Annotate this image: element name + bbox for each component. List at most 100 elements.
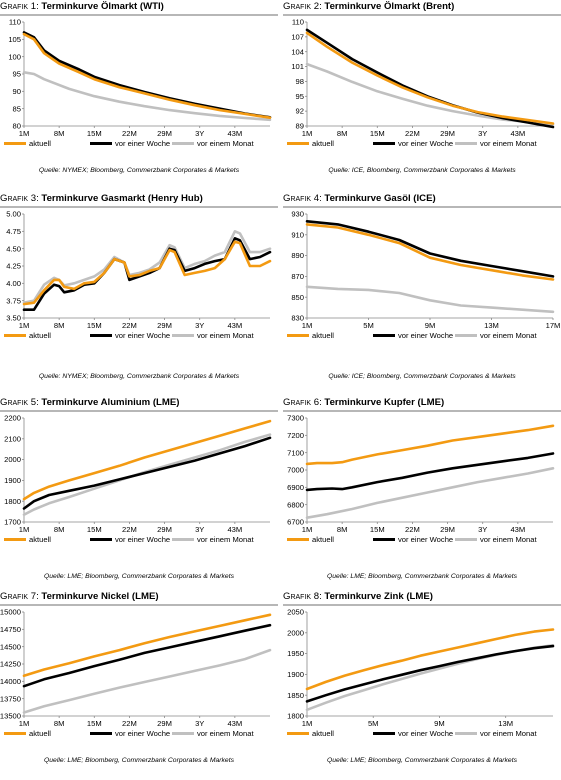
line-chart: 3.50 3.75 4.00 4.25 4.50 4.75 5.00 1M 8M 15M 22M 29…: [4, 210, 272, 340]
legend-label: vor einer Woche: [115, 729, 170, 738]
chart-title: Terminkurve Gasmarkt (Henry Hub): [41, 193, 203, 204]
series-line: [305, 466, 555, 519]
series-line: [305, 628, 555, 691]
series-line: [305, 220, 555, 278]
y-tick-label: 13500: [0, 712, 21, 721]
series-line: [305, 644, 555, 703]
x-tick-label: 22M: [122, 719, 137, 728]
y-tick-label: 4.50: [6, 244, 21, 253]
x-tick-label: 9M: [425, 321, 436, 330]
chart-title: Terminkurve Zink (LME): [324, 591, 433, 602]
x-tick-label: 9M: [434, 719, 445, 728]
x-tick-label: 15M: [370, 129, 385, 138]
legend-label: vor einem Monat: [197, 139, 254, 148]
x-tick-label: 15M: [87, 129, 102, 138]
legend-label: vor einer Woche: [398, 535, 453, 544]
x-tick-label: 8M: [54, 525, 65, 534]
x-tick-label: 5M: [363, 321, 374, 330]
chart-header: Grafik 6: Terminkurve Kupfer (LME): [283, 396, 561, 412]
y-tick-label: 90: [13, 87, 21, 96]
y-tick-label: 110: [292, 18, 304, 27]
x-tick-label: 29M: [440, 525, 455, 534]
legend-label: aktuell: [29, 535, 51, 544]
y-tick-label: 92: [296, 107, 304, 116]
series-line: [22, 70, 272, 122]
y-tick-label: 1900: [287, 670, 304, 679]
y-tick-label: 930: [291, 210, 304, 219]
legend-label: vor einem Monat: [480, 139, 537, 148]
figure-label: Grafik 6:: [283, 397, 325, 408]
x-tick-label: 43M: [227, 525, 242, 534]
chart-title: Terminkurve Nickel (LME): [41, 591, 159, 602]
series-line: [305, 223, 555, 281]
series-line: [22, 31, 272, 119]
line-chart: 80 85 90 95 100 105 110 1M 8M 15M 22M 29M 3Y 43M aktue…: [4, 18, 272, 148]
x-tick-label: 22M: [122, 525, 137, 534]
chart-panel-5: Grafik 5: Terminkurve Aluminium (LME) 17…: [0, 396, 278, 586]
legend-label: vor einem Monat: [480, 535, 537, 544]
x-tick-label: 15M: [87, 321, 102, 330]
legend-label: vor einem Monat: [480, 331, 537, 340]
chart-title: Terminkurve Ölmarkt (WTI): [41, 1, 164, 12]
legend-label: vor einer Woche: [115, 331, 170, 340]
legend-label: aktuell: [29, 729, 51, 738]
chart-title: Terminkurve Ölmarkt (Brent): [324, 1, 455, 12]
x-tick-label: 3Y: [195, 719, 204, 728]
y-tick-label: 870: [291, 272, 304, 281]
line-chart: 13500 13750 14000 14250 14500 14750 15000 1M 8M 1…: [0, 608, 272, 738]
chart-panel-8: Grafik 8: Terminkurve Zink (LME) 1800 185…: [283, 590, 561, 780]
chart-header: Grafik 2: Terminkurve Ölmarkt (Brent): [283, 0, 561, 16]
chart-source: Quelle: LME; Bloomberg, Commerzbank Corp…: [326, 573, 517, 580]
series-line: [305, 424, 555, 466]
chart-panel-1: Grafik 1: Terminkurve Ölmarkt (WTI) 80 85…: [0, 0, 278, 190]
series-line: [22, 240, 272, 306]
x-tick-label: 29M: [157, 719, 172, 728]
y-tick-label: 910: [291, 230, 304, 239]
y-tick-label: 95: [13, 70, 21, 79]
x-tick-label: 22M: [405, 525, 420, 534]
legend-label: vor einer Woche: [398, 729, 453, 738]
chart-panel-2: Grafik 2: Terminkurve Ölmarkt (Brent) 89…: [283, 0, 561, 190]
y-tick-label: 890: [291, 251, 304, 260]
x-tick-label: 1M: [302, 129, 313, 138]
legend-label: vor einer Woche: [115, 139, 170, 148]
series-line: [22, 613, 272, 678]
figure-label: Grafik 8:: [283, 591, 325, 602]
figure-label: Grafik 1:: [0, 1, 42, 12]
x-tick-label: 3Y: [195, 129, 204, 138]
x-tick-label: 1M: [19, 719, 30, 728]
y-tick-label: 101: [291, 62, 304, 71]
y-tick-label: 7300: [287, 414, 304, 423]
x-tick-label: 8M: [54, 129, 65, 138]
y-tick-label: 14500: [0, 642, 21, 651]
y-tick-label: 98: [296, 77, 304, 86]
y-tick-label: 3.75: [6, 296, 21, 305]
y-tick-label: 5.00: [6, 210, 21, 219]
line-chart: 830 850 870 890 910 930 1M 5M 9M 13M 17M aktuell vor…: [287, 210, 561, 340]
y-tick-label: 107: [291, 32, 304, 41]
x-tick-label: 22M: [122, 129, 137, 138]
series-line: [22, 648, 272, 714]
x-tick-label: 3Y: [195, 525, 204, 534]
legend-label: aktuell: [312, 139, 334, 148]
x-tick-label: 8M: [337, 129, 348, 138]
y-tick-label: 105: [8, 35, 21, 44]
y-tick-label: 7000: [287, 466, 304, 475]
figure-label: Grafik 3:: [0, 193, 42, 204]
series-line: [305, 452, 555, 492]
series-line: [22, 436, 272, 510]
chart-panel-6: Grafik 6: Terminkurve Kupfer (LME) 6700 6…: [283, 396, 561, 586]
y-tick-label: 2050: [287, 608, 304, 617]
chart-header: Grafik 8: Terminkurve Zink (LME): [283, 590, 561, 606]
x-tick-label: 1M: [19, 321, 30, 330]
figure-label: Grafik 2:: [283, 1, 325, 12]
x-tick-label: 17M: [546, 321, 561, 330]
chart-header: Grafik 3: Terminkurve Gasmarkt (Henry Hu…: [0, 192, 278, 208]
x-tick-label: 3Y: [478, 525, 487, 534]
chart-header: Grafik 1: Terminkurve Ölmarkt (WTI): [0, 0, 278, 16]
series-line: [22, 419, 272, 501]
legend-label: vor einem Monat: [197, 729, 254, 738]
chart-panel-7: Grafik 7: Terminkurve Nickel (LME) 13500…: [0, 590, 278, 780]
x-tick-label: 8M: [54, 719, 65, 728]
chart-source: Quelle: NYMEX; Bloomberg, Commerzbank Co…: [38, 167, 240, 174]
